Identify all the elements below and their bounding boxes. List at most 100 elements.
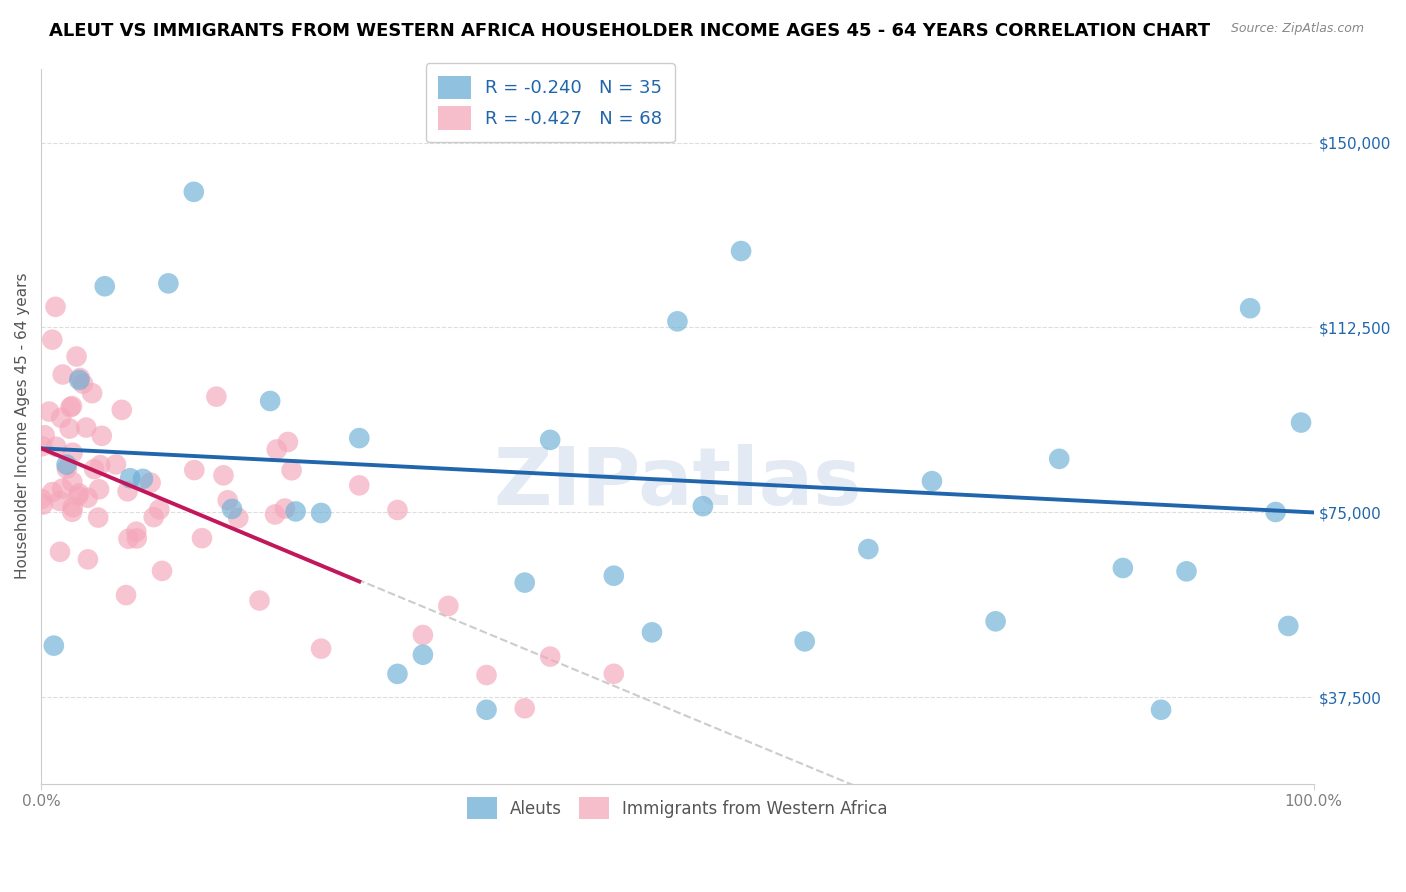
Point xyxy=(132,472,155,486)
Point xyxy=(475,703,498,717)
Point xyxy=(858,542,880,557)
Point xyxy=(641,625,664,640)
Point xyxy=(1264,505,1286,519)
Point xyxy=(87,510,110,524)
Point xyxy=(65,350,87,364)
Point xyxy=(513,701,536,715)
Point xyxy=(349,431,371,445)
Point xyxy=(115,588,138,602)
Point xyxy=(280,463,302,477)
Point xyxy=(191,531,214,545)
Point xyxy=(83,462,105,476)
Point xyxy=(59,421,82,435)
Point xyxy=(148,502,170,516)
Point xyxy=(30,491,52,506)
Point xyxy=(475,668,498,682)
Point xyxy=(142,510,165,524)
Point xyxy=(412,628,434,642)
Point xyxy=(69,371,91,385)
Point xyxy=(284,504,307,518)
Point xyxy=(93,279,115,293)
Point xyxy=(44,300,66,314)
Point xyxy=(52,368,75,382)
Point xyxy=(72,376,94,391)
Point xyxy=(1047,451,1070,466)
Point xyxy=(41,333,63,347)
Point xyxy=(38,404,60,418)
Point xyxy=(111,402,134,417)
Point xyxy=(125,532,148,546)
Point xyxy=(76,491,98,505)
Point xyxy=(212,468,235,483)
Point xyxy=(183,185,205,199)
Point xyxy=(31,439,53,453)
Point xyxy=(49,545,72,559)
Point xyxy=(793,634,815,648)
Point xyxy=(157,277,180,291)
Point xyxy=(692,499,714,513)
Point xyxy=(62,500,84,515)
Point xyxy=(117,532,139,546)
Point xyxy=(412,648,434,662)
Point xyxy=(1289,416,1312,430)
Point xyxy=(67,489,90,503)
Point xyxy=(1175,565,1198,579)
Point xyxy=(387,503,409,517)
Point xyxy=(221,502,243,516)
Point xyxy=(60,505,83,519)
Point xyxy=(55,461,77,475)
Point xyxy=(984,615,1007,629)
Point xyxy=(538,649,561,664)
Point xyxy=(60,475,83,489)
Point xyxy=(309,506,332,520)
Point xyxy=(183,463,205,477)
Point xyxy=(51,482,73,496)
Point xyxy=(55,458,77,472)
Point xyxy=(538,433,561,447)
Point xyxy=(49,410,72,425)
Point xyxy=(437,599,460,613)
Point xyxy=(205,390,228,404)
Point xyxy=(90,429,112,443)
Point xyxy=(42,639,65,653)
Point xyxy=(309,641,332,656)
Point xyxy=(45,440,67,454)
Point xyxy=(266,442,288,457)
Point xyxy=(48,494,70,508)
Point xyxy=(82,386,104,401)
Point xyxy=(921,474,943,488)
Point xyxy=(217,493,239,508)
Legend: Aleuts, Immigrants from Western Africa: Aleuts, Immigrants from Western Africa xyxy=(460,790,894,825)
Point xyxy=(1239,301,1261,316)
Point xyxy=(32,498,55,512)
Point xyxy=(125,524,148,539)
Point xyxy=(75,420,97,434)
Point xyxy=(603,568,626,582)
Point xyxy=(730,244,752,258)
Point xyxy=(1112,561,1135,575)
Point xyxy=(150,564,173,578)
Text: Source: ZipAtlas.com: Source: ZipAtlas.com xyxy=(1230,22,1364,36)
Point xyxy=(249,593,271,607)
Point xyxy=(87,483,110,497)
Point xyxy=(60,399,83,413)
Point xyxy=(59,401,82,415)
Y-axis label: Householder Income Ages 45 - 64 years: Householder Income Ages 45 - 64 years xyxy=(15,273,30,580)
Point xyxy=(120,471,142,485)
Point xyxy=(67,486,90,500)
Point xyxy=(34,428,56,442)
Point xyxy=(259,394,281,409)
Point xyxy=(62,446,84,460)
Text: ALEUT VS IMMIGRANTS FROM WESTERN AFRICA HOUSEHOLDER INCOME AGES 45 - 64 YEARS CO: ALEUT VS IMMIGRANTS FROM WESTERN AFRICA … xyxy=(49,22,1211,40)
Point xyxy=(666,314,689,328)
Point xyxy=(513,575,536,590)
Point xyxy=(104,458,127,472)
Point xyxy=(77,552,100,566)
Text: ZIPatlas: ZIPatlas xyxy=(494,444,862,523)
Point xyxy=(277,434,299,449)
Point xyxy=(264,508,287,522)
Point xyxy=(274,501,297,516)
Point xyxy=(603,666,626,681)
Point xyxy=(67,373,90,387)
Point xyxy=(387,666,409,681)
